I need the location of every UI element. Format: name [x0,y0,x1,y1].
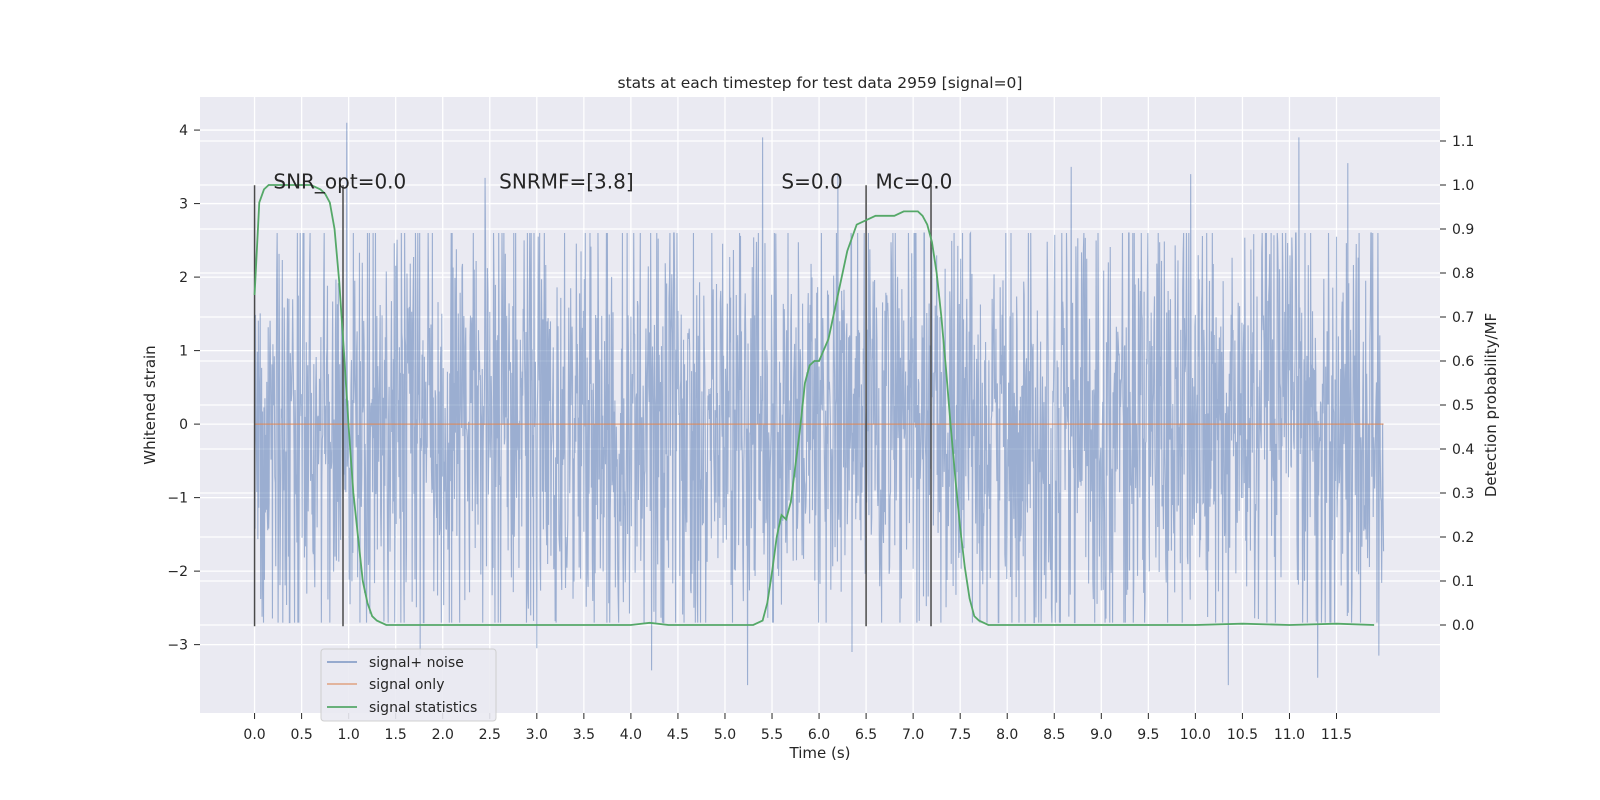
y-right-tick-label: 1.0 [1452,178,1474,194]
x-axis-ticks: 0.0 0.5 1.0 1.5 2.0 2.5 3.0 3.5 4.0 4.5 5.0 5.5 6.0 6… [243,713,1352,743]
signal-noise-series [254,122,1385,686]
y-right-tick-label: 0.3 [1452,486,1474,502]
x-tick-label: 9.0 [1090,727,1112,743]
x-tick-label: 4.0 [620,727,642,743]
y-tick-label: 1 [179,344,188,360]
annotation-2: S=0.0 [781,170,842,194]
x-tick-label: 0.0 [243,727,265,743]
y-right-tick-label: 0.0 [1452,618,1474,634]
y-right-tick-label: 0.7 [1452,310,1474,326]
y-tick-label: −3 [167,638,188,654]
x-tick-label: 3.5 [573,727,595,743]
y-axis-label-left: Whitened strain [141,345,159,464]
signal-noise-trace [254,122,1385,686]
x-tick-label: 6.5 [855,727,877,743]
x-tick-label: 8.0 [996,727,1018,743]
annotation-0: SNR_opt=0.0 [273,170,406,194]
legend: signal+ noise signal only signal statist… [320,648,497,722]
annotations: SNR_opt=0.0 SNRMF=[3.8] S=0.0 Mc=0.0 [273,170,952,194]
x-tick-label: 5.0 [714,727,736,743]
y-right-tick-label: 0.8 [1452,266,1474,282]
x-axis-label: Time (s) [789,744,851,762]
x-tick-label: 10.5 [1227,727,1258,743]
y-tick-label: −2 [167,564,188,580]
x-tick-label: 2.5 [479,727,501,743]
legend-label-signal-statistics: signal statistics [369,700,477,716]
y-right-tick-label: 0.5 [1452,398,1474,414]
y-tick-label: 3 [179,197,188,213]
x-tick-label: 8.5 [1043,727,1065,743]
x-tick-label: 11.5 [1321,727,1352,743]
y-axis-label-right: Detection probability/MF [1482,313,1500,497]
x-tick-label: 11.0 [1274,727,1305,743]
x-tick-label: 7.0 [902,727,924,743]
y-tick-label: 4 [179,123,188,139]
y-right-tick-label: 0.9 [1452,222,1474,238]
x-tick-label: 1.0 [338,727,360,743]
y-right-tick-label: 0.2 [1452,530,1474,546]
y-axis-left-ticks: 4 3 2 1 0 −1 −2 −3 [167,123,200,654]
y-right-tick-label: 0.4 [1452,442,1474,458]
x-tick-label: 3.0 [526,727,548,743]
x-tick-label: 10.0 [1180,727,1211,743]
y-tick-label: −1 [167,491,188,507]
x-tick-label: 6.0 [808,727,830,743]
x-tick-label: 5.5 [761,727,783,743]
window-markers [253,185,932,627]
x-tick-label: 2.0 [432,727,454,743]
y-right-tick-label: 1.1 [1452,134,1474,150]
y-tick-label: 2 [179,270,188,286]
signal-statistics-series [253,184,1375,626]
y-tick-label: 0 [179,417,188,433]
chart-title: stats at each timestep for test data 295… [618,74,1023,92]
y-right-tick-label: 0.6 [1452,354,1474,370]
annotation-3: Mc=0.0 [876,170,953,194]
x-tick-label: 7.5 [949,727,971,743]
legend-box [320,648,497,722]
legend-label-signal-noise: signal+ noise [369,655,464,671]
x-tick-label: 1.5 [385,727,407,743]
legend-label-signal-only: signal only [369,677,444,693]
y-axis-right-ticks: 1.1 1.0 0.9 0.8 0.7 0.6 0.5 0.4 0.3 0.2 0.1 0.0 [1440,134,1474,634]
y-right-tick-label: 0.1 [1452,574,1474,590]
x-tick-label: 0.5 [290,727,312,743]
x-tick-label: 4.5 [667,727,689,743]
annotation-1: SNRMF=[3.8] [499,170,633,194]
x-tick-label: 9.5 [1137,727,1159,743]
